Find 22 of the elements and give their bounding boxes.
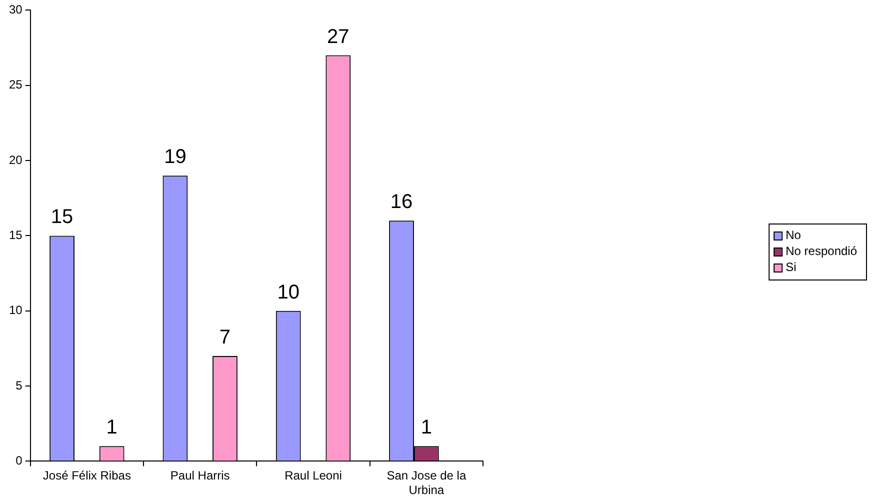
y-tick-label: 15 — [8, 228, 23, 242]
x-tick-label: San Jose de la Urbina — [386, 468, 466, 498]
legend-label: No — [786, 228, 802, 242]
data-label: 16 — [390, 191, 413, 214]
x-tick-label: Paul Harris — [170, 468, 230, 483]
legend-label: Si — [786, 260, 796, 274]
y-tick-label: 30 — [8, 2, 23, 17]
data-label: 1 — [420, 416, 432, 439]
y-tick-label: 0 — [16, 454, 23, 468]
data-label: 1 — [106, 416, 118, 439]
data-label: 19 — [164, 146, 186, 168]
x-tick-label: Raul Leoni — [284, 468, 342, 483]
x-tick-label: José Félix Ribas — [42, 468, 131, 483]
data-label: 15 — [50, 206, 74, 228]
y-tick-label: 10 — [8, 303, 23, 318]
data-label: 10 — [277, 281, 300, 304]
data-label: 27 — [327, 26, 350, 48]
data-label: 7 — [219, 326, 231, 348]
legend-label: No respondió — [786, 244, 858, 258]
y-tick-label: 5 — [16, 378, 23, 392]
y-tick-label: 20 — [8, 152, 23, 167]
y-tick-label: 25 — [8, 78, 23, 92]
